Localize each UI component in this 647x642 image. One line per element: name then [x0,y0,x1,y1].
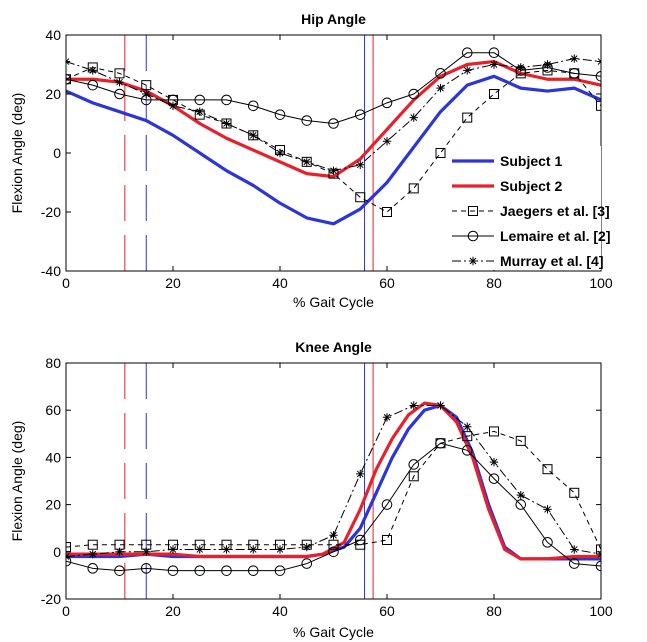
knee-xtick-label: 20 [165,603,181,619]
hip-point-murray-et-al-4 [89,66,97,74]
knee-point-murray-et-al-4 [383,413,391,421]
hip-point-murray-et-al-4 [436,84,444,92]
knee-ytick-label: -20 [41,591,61,607]
hip-xlabel: % Gait Cycle [293,294,374,310]
knee-xtick-label: 40 [272,603,288,619]
hip-point-murray-et-al-4 [222,119,230,127]
hip-ytick-label: 20 [45,86,61,102]
knee-point-murray-et-al-4 [303,543,311,551]
hip-xtick-label: 60 [379,275,395,291]
hip-point-murray-et-al-4 [570,54,578,62]
hip-point-murray-et-al-4 [249,131,257,139]
hip-point-murray-et-al-4 [463,66,471,74]
hip-point-murray-et-al-4 [169,102,177,110]
knee-point-murray-et-al-4 [115,548,123,556]
hip-point-murray-et-al-4 [196,108,204,116]
legend-label: Subject 1 [500,153,562,169]
hip-ytick-label: -40 [41,263,61,279]
knee-point-murray-et-al-4 [517,491,525,499]
knee-xlabel: % Gait Cycle [293,624,374,640]
hip-chart-title: Hip Angle [301,11,366,27]
legend-label: Murray et al. [4] [500,253,603,269]
hip-ytick-label: 40 [45,27,61,43]
knee-point-murray-et-al-4 [490,458,498,466]
knee-point-murray-et-al-4 [410,401,418,409]
hip-point-murray-et-al-4 [142,90,150,98]
hip-xtick-label: 20 [165,275,181,291]
knee-point-murray-et-al-4 [329,531,337,539]
hip-point-murray-et-al-4 [303,158,311,166]
knee-xtick-label: 0 [62,603,70,619]
hip-point-murray-et-al-4 [115,78,123,86]
legend-label: Lemaire et al. [2] [500,228,611,244]
hip-point-murray-et-al-4 [356,161,364,169]
legend-label: Jaegers et al. [3] [500,203,610,219]
hip-point-murray-et-al-4 [490,60,498,68]
hip-xtick-label: 80 [486,275,502,291]
hip-ytick-label: -20 [41,204,61,220]
knee-series-group [61,401,606,575]
knee-series-murray-et-al-4 [62,401,605,560]
knee-point-murray-et-al-4 [222,545,230,553]
knee-chart-title: Knee Angle [295,339,372,355]
legend-swatch-marker [469,257,477,265]
hip-point-murray-et-al-4 [383,137,391,145]
knee-point-murray-et-al-4 [463,423,471,431]
hip-ylabel: Flexion Angle (deg) [9,93,25,214]
hip-event-lines [125,35,373,271]
hip-xtick-label: 0 [62,275,70,291]
hip-angle-panel: Hip Angle Flexion Angle (deg) % Gait Cyc… [9,11,613,310]
knee-ytick-label: 80 [45,355,61,371]
knee-angle-panel: Knee Angle Flexion Angle (deg) % Gait Cy… [9,339,613,640]
knee-point-murray-et-al-4 [276,545,284,553]
knee-point-murray-et-al-4 [89,550,97,558]
hip-legend: Subject 1 Subject 2 Jaegers et al. [3] Lema… [447,146,611,270]
knee-event-lines [125,363,373,599]
knee-xtick-label: 80 [486,603,502,619]
legend-label: Subject 2 [500,178,562,194]
hip-xtick-label: 100 [589,275,613,291]
knee-ytick-label: 0 [53,544,61,560]
knee-point-murray-et-al-4 [543,505,551,513]
knee-ylabel: Flexion Angle (deg) [9,421,25,542]
knee-point-jaegers-et-al-3 [383,536,392,545]
hip-point-murray-et-al-4 [517,63,525,71]
knee-xtick-label: 60 [379,603,395,619]
hip-xtick-label: 40 [272,275,288,291]
knee-point-murray-et-al-4 [570,545,578,553]
knee-point-murray-et-al-4 [142,548,150,556]
hip-point-murray-et-al-4 [329,167,337,175]
knee-point-murray-et-al-4 [436,401,444,409]
knee-point-murray-et-al-4 [196,545,204,553]
knee-ytick-label: 40 [45,449,61,465]
knee-point-murray-et-al-4 [169,545,177,553]
knee-point-murray-et-al-4 [249,545,257,553]
hip-ytick-label: 0 [53,145,61,161]
knee-xtick-label: 100 [589,603,613,619]
hip-point-murray-et-al-4 [543,60,551,68]
knee-ytick-label: 20 [45,497,61,513]
knee-ytick-label: 60 [45,402,61,418]
hip-point-murray-et-al-4 [410,113,418,121]
knee-point-murray-et-al-4 [356,470,364,478]
hip-point-murray-et-al-4 [276,149,284,157]
hip-point-jaegers-et-al-3 [436,149,445,158]
